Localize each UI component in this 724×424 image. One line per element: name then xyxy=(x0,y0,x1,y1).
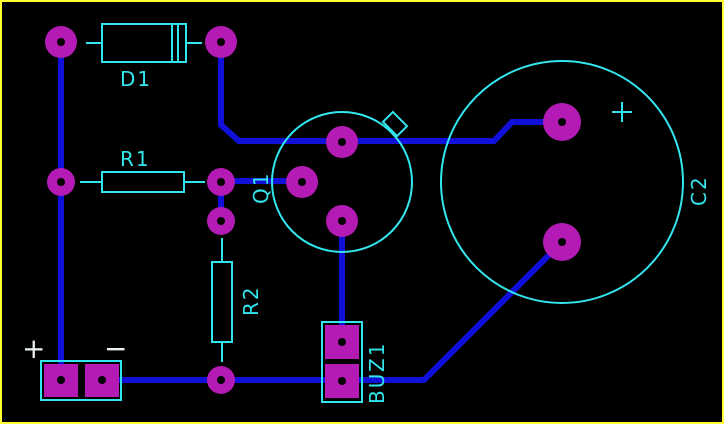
resistor-r2-outline xyxy=(211,238,233,362)
pad-c2-positive xyxy=(543,103,581,141)
capacitor-c2-outline xyxy=(440,60,684,304)
pad-power-minus xyxy=(85,364,119,397)
pad-r2-bottom xyxy=(207,366,235,394)
pad-r1-right xyxy=(207,168,235,196)
pad-q1-base xyxy=(286,166,318,198)
power-connector-outline xyxy=(40,360,122,401)
pad-r1-left xyxy=(47,168,75,196)
trace-d1-q1-c2 xyxy=(218,39,565,144)
power-minus-symbol: − xyxy=(104,332,127,365)
label-d1: D1 xyxy=(120,67,152,91)
pads xyxy=(44,26,581,398)
label-c2: C2 xyxy=(687,175,711,206)
buzzer-outline xyxy=(321,321,363,403)
silkscreen xyxy=(40,23,684,403)
pad-power-plus xyxy=(44,364,78,397)
diode-d1-outline xyxy=(86,23,202,63)
label-q1: Q1 xyxy=(249,172,273,204)
pad-r2-top xyxy=(207,207,235,235)
pad-buzzer-2 xyxy=(325,364,359,398)
label-r2: R2 xyxy=(239,285,263,316)
label-buz1: BUZ1 xyxy=(365,342,389,404)
pad-c2-negative xyxy=(543,223,581,261)
pad-q1-emitter xyxy=(326,205,358,237)
pad-buzzer-1 xyxy=(325,325,359,359)
resistor-r1-outline xyxy=(80,171,205,193)
pad-q1-collector xyxy=(326,126,358,158)
transistor-q1-outline xyxy=(271,110,413,253)
trace-buzzer-c2 xyxy=(339,237,567,383)
pad-d1-cathode xyxy=(205,26,237,58)
power-plus-symbol: + xyxy=(22,332,45,365)
label-r1: R1 xyxy=(120,147,151,171)
pad-d1-anode xyxy=(45,26,77,58)
